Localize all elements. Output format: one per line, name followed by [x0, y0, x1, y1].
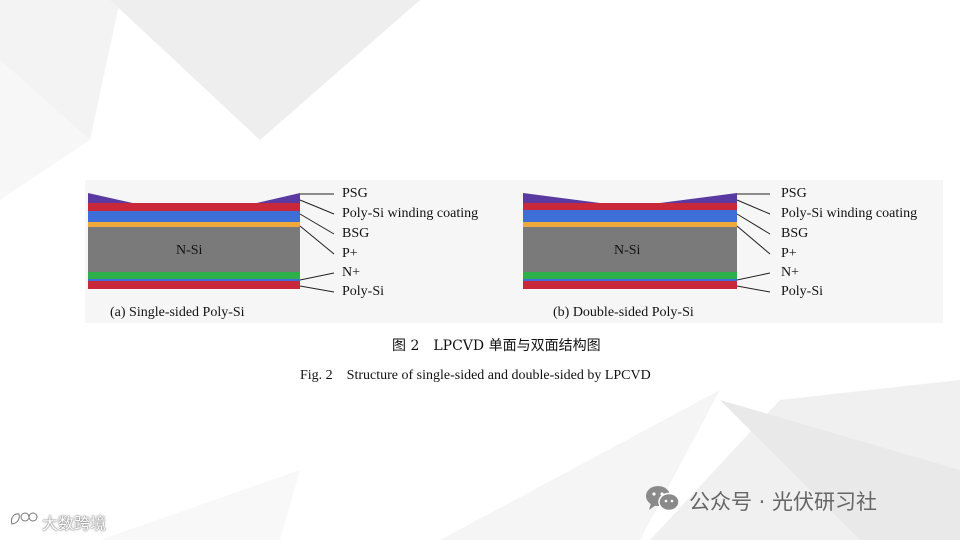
panel-b-psg-layer [523, 193, 737, 204]
panel-a-p-plus-layer [88, 211, 300, 222]
watermark-text: 大数跨境 [42, 514, 107, 533]
panel-b-caption: (b) Double-sided Poly-Si [553, 305, 694, 320]
panel-a-label-poly-si: Poly-Si [342, 284, 385, 299]
watermark-logo-icon [8, 510, 38, 534]
panel-a-n-si-layer [88, 227, 300, 272]
panel-a-stack [88, 193, 300, 289]
panel-b-bsg-layer [523, 222, 737, 227]
watermark: 大数跨境 [8, 510, 106, 534]
panel-a-label-p-plus: P+ [342, 246, 358, 261]
panel-b-leader-lines [736, 193, 771, 293]
panel-a-label-psg: PSG [342, 186, 368, 201]
panel-a-poly-si-layer [88, 281, 300, 289]
panel-b-n-si-layer [523, 227, 737, 272]
wechat-account-name: 公众号 · 光伏研习社 [689, 490, 878, 514]
panel-b-n-plus-layer [523, 272, 737, 279]
panel-b-label-n-plus: N+ [781, 265, 800, 280]
panel-b-label-bsg: BSG [781, 226, 809, 241]
wechat-account-tag: 公众号 · 光伏研习社 [645, 484, 878, 519]
figure-caption-chinese: 图 2 LPCVD 单面与双面结构图 [392, 338, 601, 354]
panel-a-label-bsg: BSG [342, 226, 370, 241]
panel-a-label-poly-winding: Poly-Si winding coating [342, 206, 479, 221]
panel-b-p-plus-layer [523, 210, 737, 222]
panel-a-n-plus-layer [88, 272, 300, 279]
panel-b-label-p-plus: P+ [781, 246, 797, 261]
figure-caption-english: Fig. 2 Structure of single-sided and dou… [300, 368, 651, 383]
panel-a-caption: (a) Single-sided Poly-Si [110, 305, 245, 320]
panel-b-substrate-label: N-Si [614, 243, 641, 258]
panel-b-stack [523, 193, 737, 289]
panel-a-substrate-label: N-Si [176, 243, 203, 258]
panel-a-bsg-layer [88, 222, 300, 227]
panel-b-label-poly-si: Poly-Si [781, 284, 824, 299]
panel-b-label-psg: PSG [781, 186, 807, 201]
panel-b-poly-winding-layer [523, 203, 737, 210]
panel-a-leader-lines [299, 193, 335, 293]
panel-a-poly-winding-layer [88, 203, 300, 211]
wechat-icon [645, 484, 681, 519]
panel-b-label-poly-winding: Poly-Si winding coating [781, 206, 918, 221]
panel-b-poly-si-layer [523, 281, 737, 289]
panel-a-label-n-plus: N+ [342, 265, 361, 280]
